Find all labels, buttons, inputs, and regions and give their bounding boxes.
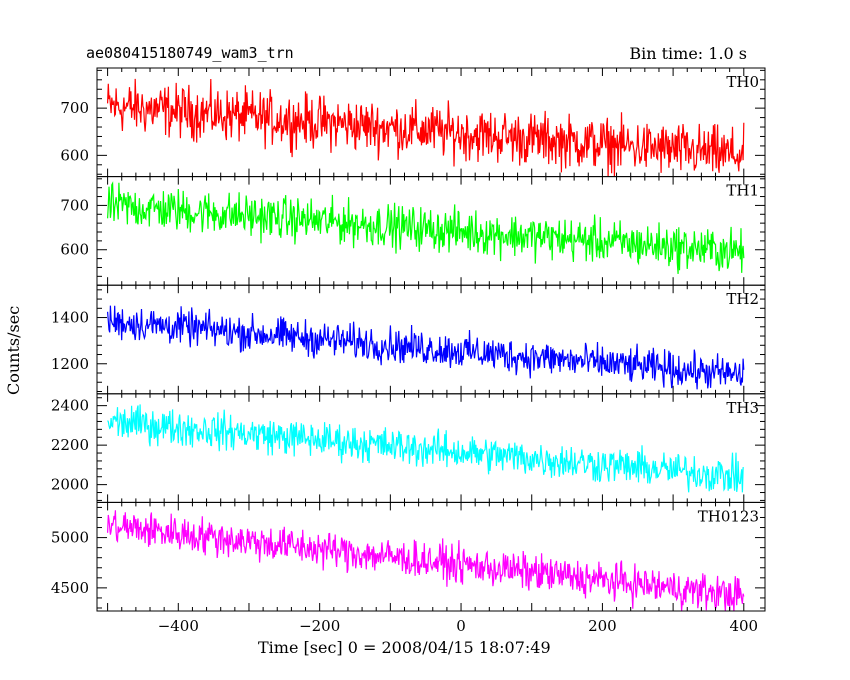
panel-frame-th0123: [96, 501, 766, 612]
panel-label-th3: TH3: [726, 399, 759, 417]
y-tick-label: 2200: [51, 436, 89, 454]
y-tick-label: 4500: [51, 579, 89, 597]
series-line-th1: [107, 181, 745, 274]
panel-label-th0: TH0: [726, 73, 759, 91]
bin-time-label: Bin time: 1.0 s: [629, 44, 747, 63]
y-tick-label: 600: [60, 241, 89, 259]
y-axis-label: Counts/sec: [4, 305, 23, 395]
y-tick-label: 700: [60, 99, 89, 117]
series-line-th2: [107, 305, 745, 390]
x-tick-label: 400: [729, 617, 758, 635]
x-tick-label: 0: [456, 617, 466, 635]
series-line-th0123: [107, 510, 745, 611]
series-line-th3: [107, 404, 744, 493]
y-tick-label: 600: [60, 146, 89, 164]
panel-label-th2: TH2: [726, 290, 759, 308]
y-tick-label: 2400: [51, 397, 89, 415]
panel-label-th0123: TH0123: [698, 507, 759, 525]
x-axis-label: Time [sec] 0 = 2008/04/15 18:07:49: [258, 638, 551, 657]
y-tick-label: 1400: [51, 309, 89, 327]
x-tick-label: −200: [299, 617, 340, 635]
chart-title: ae080415180749_wam3_trn: [86, 44, 294, 62]
y-tick-label: 2000: [51, 476, 89, 494]
panel-label-th1: TH1: [726, 182, 759, 200]
y-tick-label: 700: [60, 196, 89, 214]
x-tick-label: −400: [158, 617, 199, 635]
y-tick-label: 5000: [51, 529, 89, 547]
y-tick-label: 1200: [51, 355, 89, 373]
x-tick-label: 200: [588, 617, 617, 635]
series-line-th0: [107, 78, 745, 177]
